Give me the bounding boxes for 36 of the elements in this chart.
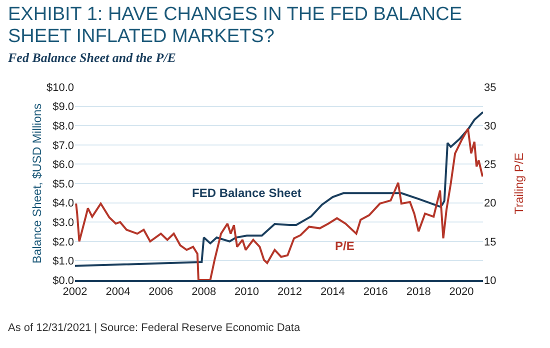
y-tick-label: $9.0 [52, 101, 74, 114]
text: As of 12/31/2021 | Source: Federal Reserve Economic Data [8, 322, 300, 334]
y2-tick-label: 30 [484, 120, 496, 132]
y2-tick-label: 20 [484, 198, 496, 210]
chart-title: EXHIBIT 1: HAVE CHANGES IN THE FED BALANCE SHEET INFLATED MARKETS? [8, 4, 464, 48]
y-tick-label: $2.0 [52, 236, 74, 248]
y-tick-label: $3.0 [52, 216, 74, 229]
series-label: P/E [335, 239, 354, 253]
x-tick-label: 2002 [62, 286, 88, 298]
x-tick-label: 2008 [192, 286, 216, 298]
y2-tick-label: 15 [484, 236, 496, 248]
chart-subtitle: Fed Balance Sheet and the P/E [8, 50, 176, 66]
y-tick-label: $10.0 [46, 82, 74, 94]
y-tick-label: $6.0 [52, 159, 74, 172]
y-tick-label: $0.0 [52, 274, 74, 287]
x-tick-label: 2020 [449, 286, 474, 298]
x-tick-label: 2004 [106, 286, 130, 298]
y-tick-label: $1.0 [52, 256, 74, 268]
x-tick-label: 2012 [278, 286, 302, 298]
y2-axis-title: Trailing P/E [512, 152, 526, 214]
x-tick-label: 2010 [234, 286, 260, 298]
y-axis-title: Balance Sheet, $USD Millions [30, 103, 44, 264]
line-series [75, 111, 483, 267]
line-series [75, 128, 483, 280]
x-tick-label: 2014 [320, 286, 345, 298]
y2-tick-label: 25 [484, 159, 496, 172]
y-tick-label: $5.0 [52, 178, 74, 190]
y-tick-label: $8.0 [52, 120, 74, 132]
y2-tick-label: 35 [484, 82, 496, 94]
x-tick-label: 2018 [406, 286, 431, 298]
y-tick-label: $7.0 [52, 140, 74, 152]
y-tick-label: $4.0 [52, 198, 74, 210]
y2-tick-label: 10 [484, 274, 496, 287]
x-tick-label: 2006 [148, 286, 174, 298]
x-tick-label: 2016 [363, 286, 388, 298]
series-label: FED Balance Sheet [192, 186, 302, 200]
